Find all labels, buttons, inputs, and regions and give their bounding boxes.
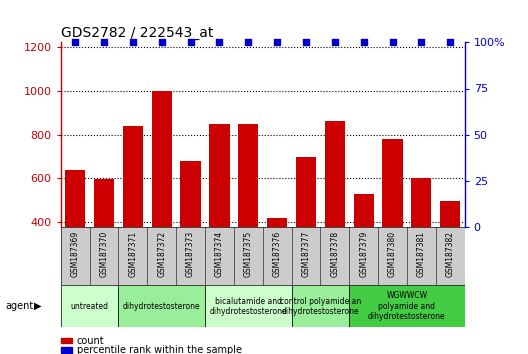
Text: GSM187369: GSM187369 [71,231,80,278]
Text: GSM187376: GSM187376 [272,231,281,278]
Text: GSM187381: GSM187381 [417,231,426,277]
Text: GSM187371: GSM187371 [128,231,137,277]
Bar [152,91,172,310]
Bar [205,285,291,327]
Text: agent: agent [5,301,34,311]
Point [186,40,195,45]
Text: count: count [77,336,104,346]
Bar [181,161,201,310]
Point [157,40,166,45]
Text: GSM187373: GSM187373 [186,231,195,278]
Text: GSM187377: GSM187377 [301,231,310,278]
Bar [118,285,205,327]
Bar [65,170,85,310]
Text: dihydrotestosterone: dihydrotestosterone [123,302,201,311]
Bar [122,126,143,310]
Point [100,40,108,45]
Bar [291,285,349,327]
Point [71,40,79,45]
Text: GSM187379: GSM187379 [359,231,368,278]
Text: WGWWCW
polyamide and
dihydrotestosterone: WGWWCW polyamide and dihydrotestosterone [368,291,446,321]
Bar [354,194,374,310]
Bar [296,157,316,310]
Point [417,40,426,45]
Point [301,40,310,45]
Bar [325,121,345,310]
Bar [61,285,118,327]
Bar [349,285,465,327]
Text: percentile rank within the sample: percentile rank within the sample [77,345,242,354]
Text: GSM187380: GSM187380 [388,231,397,277]
Bar [238,124,258,310]
Text: GSM187370: GSM187370 [99,231,108,278]
Text: bicalutamide and
dihydrotestosterone: bicalutamide and dihydrotestosterone [210,297,287,316]
Point [331,40,339,45]
Bar [267,218,287,310]
Text: GSM187374: GSM187374 [215,231,224,278]
Text: ▶: ▶ [34,301,42,311]
Point [446,40,455,45]
Point [129,40,137,45]
Text: control polyamide an
dihydrotestosterone: control polyamide an dihydrotestosterone [280,297,361,316]
Bar [411,178,431,310]
Point [215,40,224,45]
Bar [209,124,230,310]
Point [388,40,397,45]
Text: GSM187372: GSM187372 [157,231,166,277]
Bar [440,201,460,310]
Bar [382,139,403,310]
Text: GSM187378: GSM187378 [331,231,340,277]
Bar [94,179,114,310]
Text: GSM187382: GSM187382 [446,231,455,277]
Text: GDS2782 / 222543_at: GDS2782 / 222543_at [61,26,213,40]
Point [273,40,281,45]
Text: untreated: untreated [71,302,109,311]
Text: GSM187375: GSM187375 [244,231,253,278]
Point [244,40,252,45]
Point [360,40,368,45]
